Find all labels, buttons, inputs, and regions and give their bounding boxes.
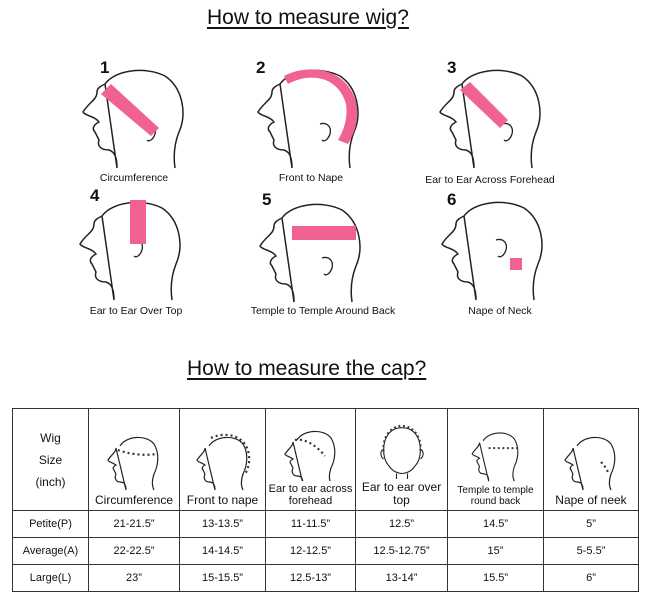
table-cell: 15.5” — [447, 564, 544, 592]
row-label: Large(L) — [12, 564, 89, 592]
col-header-nape: Nape of neek — [543, 408, 639, 511]
col-label: Front to nape — [186, 492, 259, 507]
step-5-number: 5 — [262, 190, 272, 209]
col-header-ear-top: Ear to ear over top — [355, 408, 448, 511]
circumference-head-icon — [107, 436, 159, 491]
col-label: Circumference — [94, 492, 174, 507]
table-cell: 13-13.5” — [179, 510, 266, 538]
table-cell: 12.5-12.75” — [355, 537, 448, 565]
head-temple-to-temple-icon — [259, 203, 361, 303]
step-6-caption: Nape of Neck — [468, 305, 532, 317]
inch-label: (inch) — [35, 474, 66, 489]
row-label: Average(A) — [12, 537, 89, 565]
cap-title: How to measure the cap? — [187, 357, 427, 380]
col-header-front-to-nape: Front to nape — [179, 408, 266, 511]
table-cell: 5-5.5” — [543, 537, 639, 565]
table-cell: 11-11.5” — [265, 510, 356, 538]
head-front-to-nape-icon — [257, 69, 359, 169]
table-row: Average(A) 22-22.5” 14-14.5” 12-12.5” 12… — [12, 537, 639, 565]
step-4-caption: Ear to Ear Over Top — [89, 305, 183, 317]
step-6-number: 6 — [447, 190, 457, 209]
step-5-caption: Temple to Temple Around Back — [250, 305, 396, 317]
col-label: Ear to ear over top — [361, 479, 442, 507]
table-row: Large(L) 23” 15-15.5” 12.5-13” 13-14” 15… — [12, 564, 639, 592]
ear-to-ear-forehead-head-icon — [283, 430, 335, 481]
front-to-nape-head-icon — [195, 433, 250, 491]
table-cell: 14.5” — [447, 510, 544, 538]
row-label: Petite(P) — [12, 510, 89, 538]
head-ear-to-ear-forehead-icon — [439, 69, 541, 169]
step-2-caption: Front to Nape — [278, 172, 344, 184]
step-1-number: 1 — [100, 58, 110, 77]
table-cell: 6” — [543, 564, 639, 592]
table-cell: 22-22.5” — [88, 537, 180, 565]
head-nape-of-neck-icon — [441, 201, 543, 301]
step-3-number: 3 — [447, 58, 457, 77]
table-cell: 21-21.5” — [88, 510, 180, 538]
table-cell: 12-12.5” — [265, 537, 356, 565]
wig-label: Wig — [40, 430, 61, 445]
col-label: Temple to temple round back — [457, 485, 534, 507]
table-cell: 12.5” — [355, 510, 448, 538]
step-3-caption: Ear to Ear Across Forehead — [425, 174, 555, 186]
table-cell: 15” — [447, 537, 544, 565]
table-cell: 5” — [543, 510, 639, 538]
wig-title: How to measure wig? — [207, 6, 409, 29]
step-1-caption: Circumference — [99, 172, 169, 184]
step-4-number: 4 — [90, 186, 100, 205]
col-header-ear-forehead: Ear to ear across forehead — [265, 408, 356, 511]
cap-size-table: Wig Size (inch) Circumference Front to n… — [12, 408, 639, 592]
col-header-circumference: Circumference — [88, 408, 180, 511]
table-cell: 14-14.5” — [179, 537, 266, 565]
temple-to-temple-head-icon — [471, 432, 518, 482]
nape-of-neck-head-icon — [564, 436, 616, 491]
table-row: Petite(P) 21-21.5” 13-13.5” 11-11.5” 12.… — [12, 510, 639, 538]
table-cell: 15-15.5” — [179, 564, 266, 592]
head-ear-to-ear-top-icon — [79, 200, 181, 301]
col-label: Ear to ear across forehead — [268, 482, 353, 507]
head-circumference-icon — [82, 69, 184, 169]
step-2-number: 2 — [256, 58, 266, 77]
ear-to-ear-top-head-icon — [379, 424, 424, 479]
size-label: Size — [38, 452, 63, 467]
col-label: Nape of neek — [555, 492, 627, 507]
table-cell: 12.5-13” — [265, 564, 356, 592]
col-header-temple-back: Temple to temple round back — [447, 408, 544, 511]
wig-size-header: Wig Size (inch) — [12, 408, 89, 511]
table-cell: 13-14” — [355, 564, 448, 592]
table-cell: 23” — [88, 564, 180, 592]
